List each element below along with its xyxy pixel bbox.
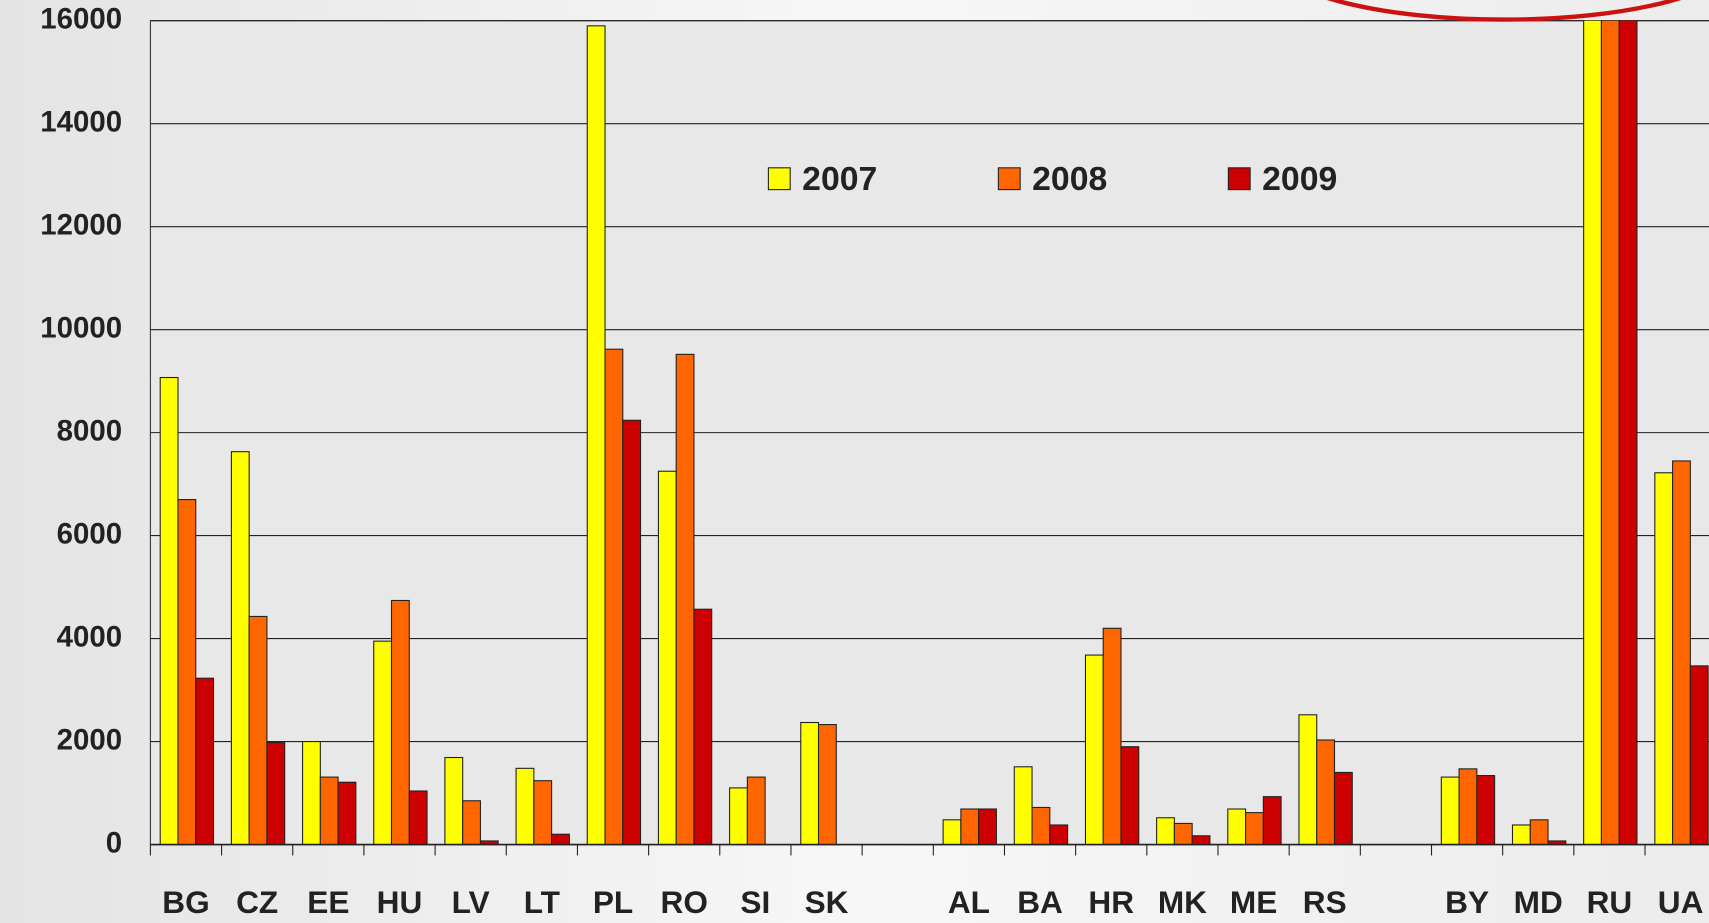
bar [1227, 808, 1247, 845]
bar [1049, 824, 1069, 845]
legend-swatch [1227, 167, 1251, 191]
legend-label: 2007 [802, 160, 877, 198]
y-tick-label: 4000 [57, 620, 122, 653]
bar [1583, 20, 1602, 845]
bar [551, 833, 570, 845]
bar [408, 790, 428, 845]
bar [657, 470, 677, 845]
bar [1102, 627, 1122, 845]
x-tick-label: BY [1445, 884, 1489, 920]
bar [1031, 806, 1051, 845]
bar [942, 819, 962, 845]
bar [729, 787, 748, 845]
bar [586, 25, 606, 845]
y-tick-label: 10000 [40, 311, 122, 344]
x-tick-label: UA [1658, 884, 1704, 920]
x-tick-label: SK [805, 884, 849, 920]
bar [1191, 835, 1211, 845]
y-tick-label: 2000 [57, 723, 122, 756]
x-tick-label: EE [307, 884, 349, 920]
x-tick-label: RO [661, 884, 708, 920]
x-tick-label: HU [377, 884, 423, 920]
bar [1476, 774, 1496, 845]
bar [675, 353, 695, 845]
bar [817, 724, 837, 845]
bar [1511, 824, 1531, 845]
bar [373, 640, 393, 845]
bar [622, 419, 642, 845]
bar [248, 615, 268, 845]
x-tick-label: SI [740, 884, 770, 920]
bar [319, 776, 339, 845]
bar [1245, 812, 1264, 845]
bar [177, 499, 197, 845]
x-tick-label: AL [948, 884, 990, 920]
bar [1262, 796, 1282, 845]
x-tick-label: LT [524, 884, 560, 920]
y-tick-label: 16000 [40, 2, 122, 35]
x-tick-label: LV [452, 884, 490, 920]
bar [1618, 20, 1638, 845]
bar [1440, 776, 1460, 845]
x-tick-label: ME [1230, 884, 1277, 920]
x-tick-label: RU [1587, 884, 1633, 920]
legend-label: 2008 [1032, 160, 1107, 198]
bar [1529, 819, 1549, 845]
bar [1156, 817, 1175, 845]
bar [1120, 746, 1140, 845]
legend-label: 2009 [1262, 160, 1337, 198]
bar [693, 608, 713, 845]
bar [462, 800, 481, 845]
bar [515, 767, 535, 845]
y-tick-label: 0 [106, 826, 122, 859]
bar [978, 808, 997, 845]
x-tick-label: MK [1158, 884, 1207, 920]
bar [230, 451, 250, 845]
bar [390, 599, 410, 845]
bar [159, 376, 179, 845]
x-tick-label: BG [162, 884, 209, 920]
x-tick-label: HR [1088, 884, 1134, 920]
bar [604, 348, 624, 845]
bar [800, 721, 820, 845]
bar [266, 742, 286, 845]
bar [1298, 714, 1318, 845]
bar [1173, 822, 1193, 845]
bar [302, 741, 321, 845]
x-tick-label: RS [1303, 884, 1347, 920]
bar [1547, 840, 1567, 845]
bar [1600, 20, 1620, 845]
bar [960, 808, 980, 845]
x-tick-label: CZ [236, 884, 278, 920]
bar [1316, 739, 1336, 845]
legend-swatch [767, 167, 791, 191]
y-tick-label: 8000 [57, 414, 122, 447]
bar [337, 781, 357, 845]
bar [1084, 654, 1104, 845]
bar [1672, 460, 1691, 845]
bar [1654, 472, 1674, 845]
y-tick-label: 14000 [40, 105, 122, 138]
bar [746, 776, 766, 845]
y-tick-label: 6000 [57, 517, 122, 550]
legend-swatch [997, 167, 1021, 191]
x-tick-label: PL [593, 884, 633, 920]
x-tick-label: BA [1017, 884, 1063, 920]
bar [1333, 771, 1353, 845]
bar [533, 780, 553, 845]
x-tick-label: MD [1514, 884, 1563, 920]
highlight-ellipse [1326, 0, 1682, 22]
y-tick-label: 12000 [40, 208, 122, 241]
bar [1689, 665, 1709, 845]
bar [479, 840, 499, 845]
bar [444, 756, 464, 845]
bar [195, 677, 215, 845]
bar [1458, 768, 1478, 845]
bar [1013, 766, 1033, 845]
